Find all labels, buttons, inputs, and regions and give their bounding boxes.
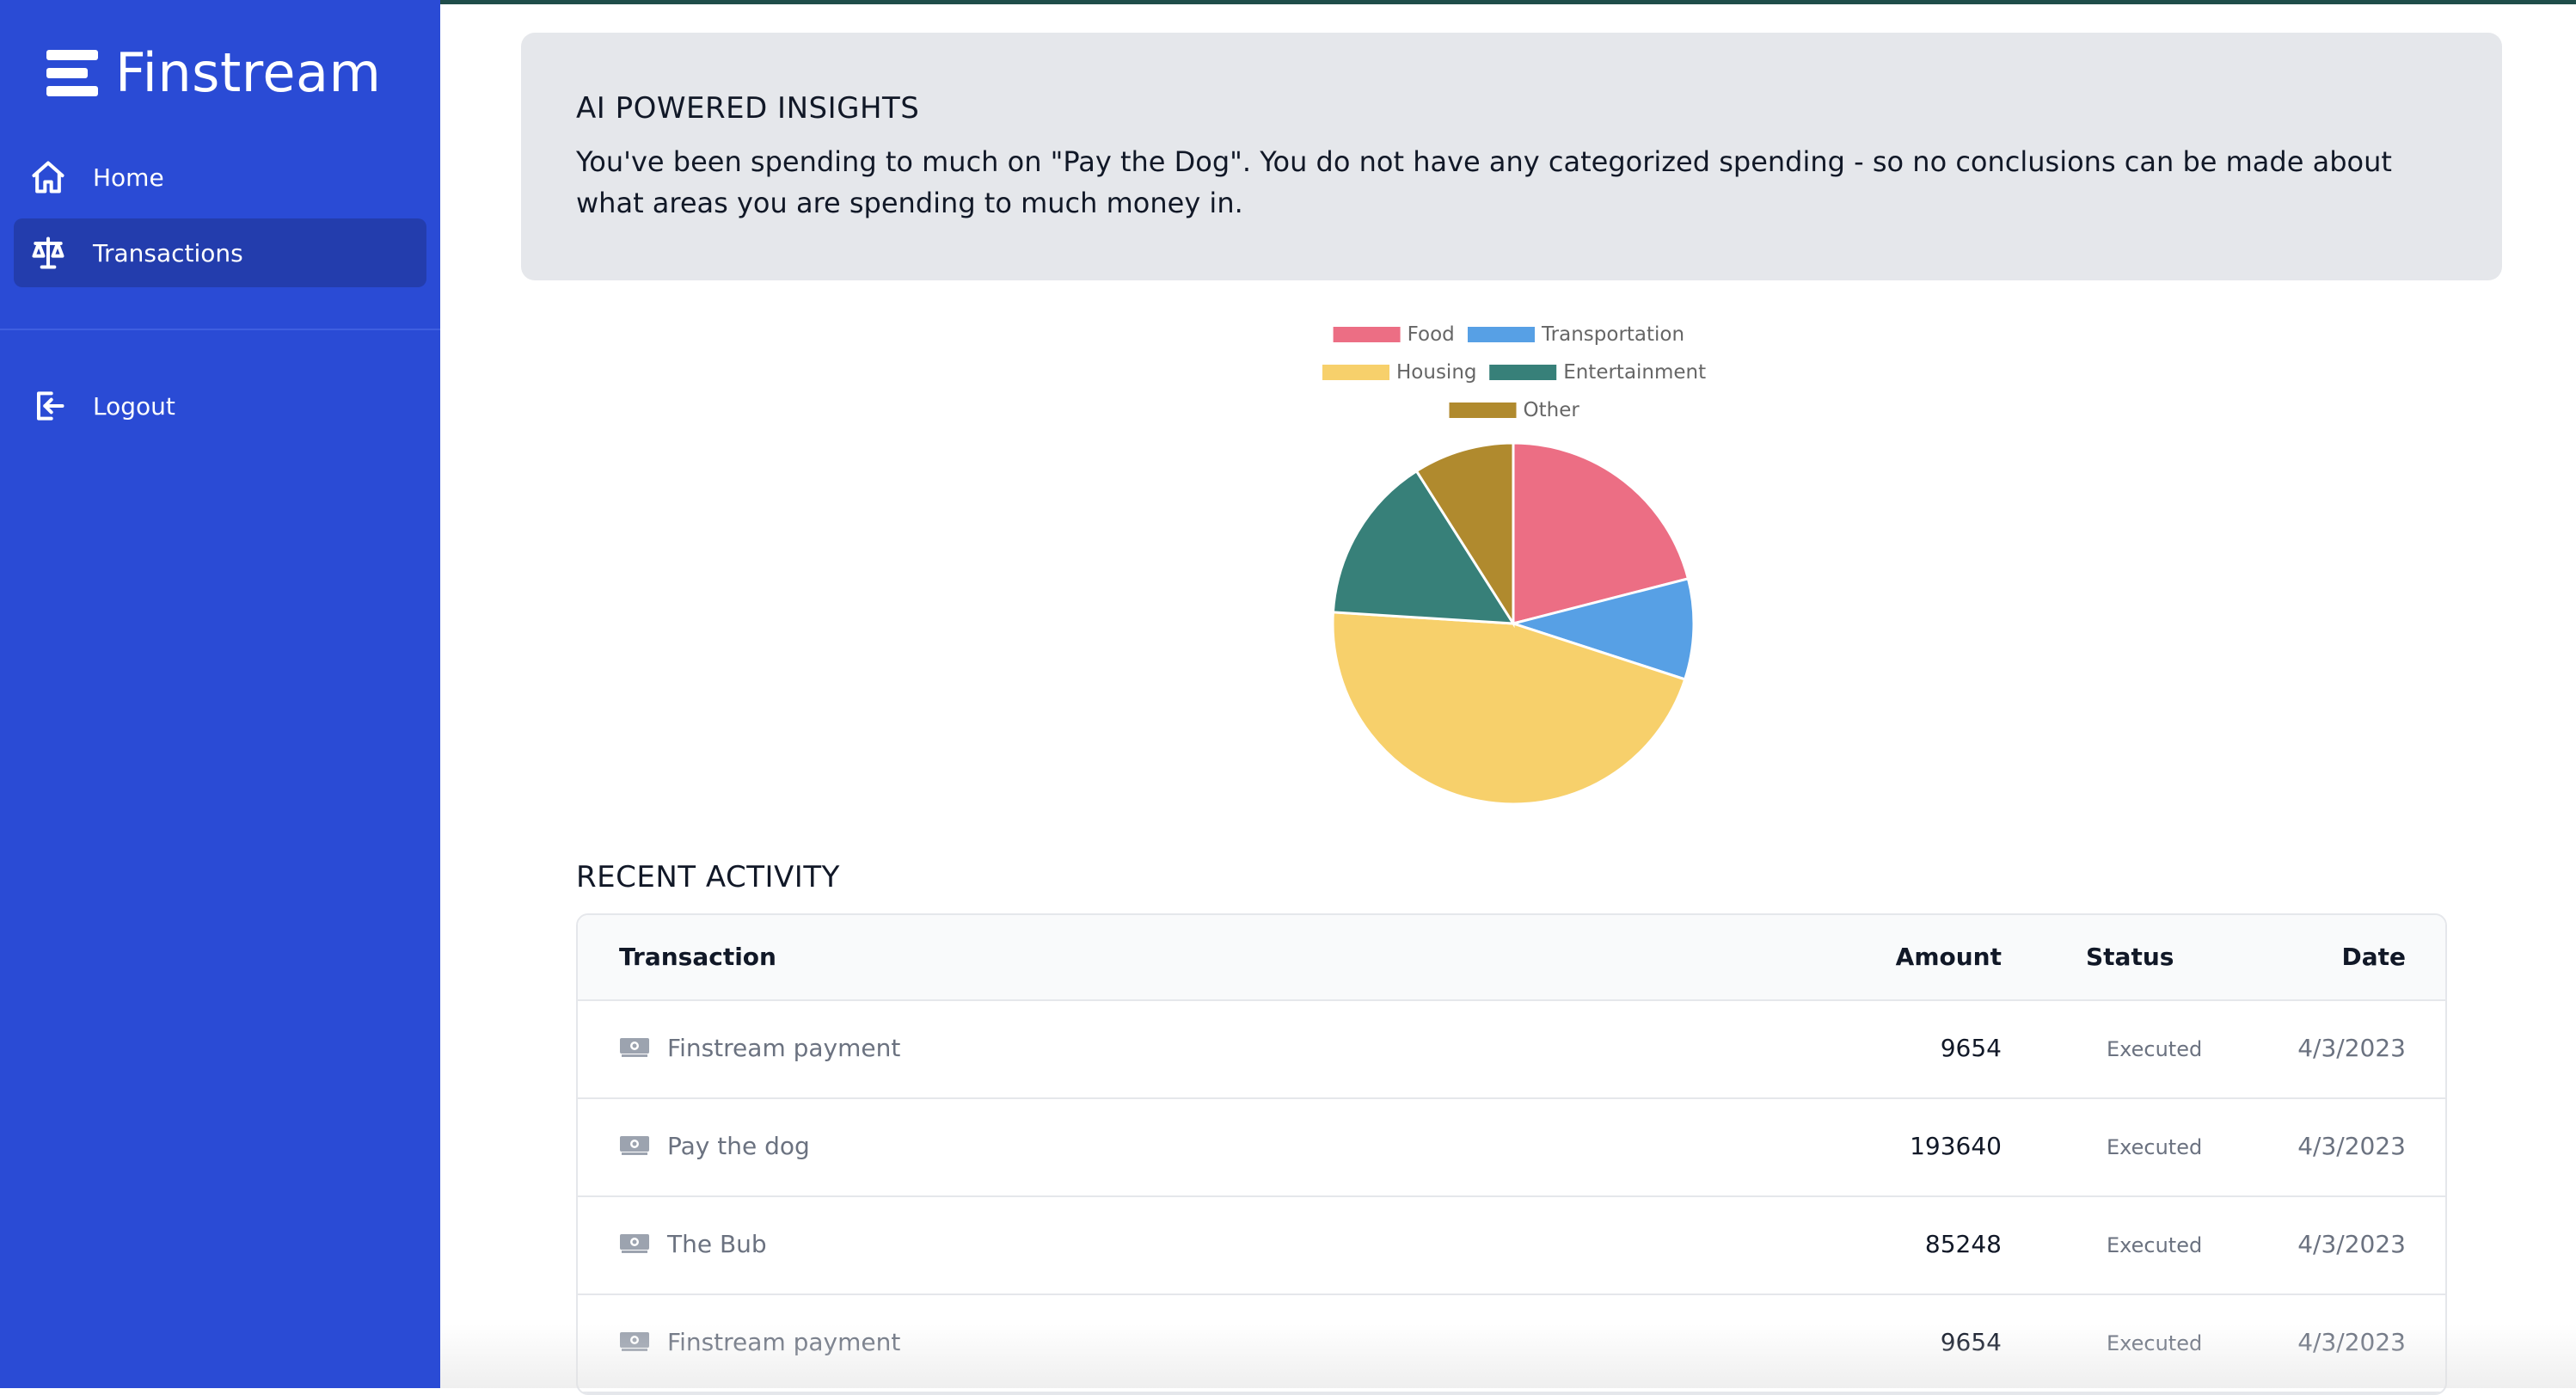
legend-label-transportation[interactable]: Transportation (1541, 323, 1684, 346)
menu-bars-icon (46, 48, 101, 98)
sidebar-item-transactions[interactable]: Transactions (14, 218, 426, 287)
transactions-table: Transaction Amount Status Date Finstream… (576, 913, 2447, 1395)
sidebar-divider (0, 329, 440, 330)
status-badge: Executed (2107, 1331, 2203, 1355)
pie-slice-food[interactable] (1512, 441, 1690, 625)
home-icon (32, 161, 64, 194)
transaction-name: Pay the dog (667, 1132, 810, 1160)
insights-title: AI POWERED INSIGHTS (576, 91, 920, 126)
status-badge: Executed (2107, 1135, 2203, 1159)
column-header-transaction[interactable]: Transaction (619, 943, 776, 971)
banknote-icon (620, 1234, 649, 1253)
table-row[interactable]: Finstream payment 9654 Executed 4/3/2023 (578, 1001, 2445, 1099)
sidebar: Finstream Home Transactions Logout (0, 0, 440, 1388)
legend-swatch-entertainment[interactable] (1489, 365, 1557, 380)
brand-logo[interactable]: Finstream (46, 41, 381, 104)
pie-slice-entertainment[interactable] (1331, 469, 1516, 625)
pie-slice-other[interactable] (1414, 441, 1515, 629)
top-accent-line (0, 0, 2576, 4)
status-badge: Executed (2107, 1037, 2203, 1061)
recent-activity-title: RECENT ACTIVITY (576, 860, 840, 894)
legend-label-housing[interactable]: Housing (1396, 361, 1477, 384)
transaction-date: 4/3/2023 (2297, 1230, 2406, 1258)
legend-swatch-housing[interactable] (1322, 365, 1389, 380)
sidebar-item-logout[interactable]: Logout (14, 372, 426, 440)
pie-slice-transportation[interactable] (1508, 576, 1696, 681)
table-header: Transaction Amount Status Date (578, 915, 2445, 1001)
table-row[interactable]: The Bub 85248 Executed 4/3/2023 (578, 1197, 2445, 1295)
table-row[interactable]: Finstream payment 9654 Executed 4/3/2023 (578, 1295, 2445, 1393)
transaction-amount: 9654 (1940, 1034, 2002, 1062)
spending-pie-chart: Food Transportation Housing Entertainment Ot… (1322, 323, 1706, 806)
transaction-amount: 85248 (1924, 1230, 2002, 1258)
table-row[interactable]: Pay the dog 193640 Executed 4/3/2023 (578, 1099, 2445, 1197)
transaction-name: Finstream payment (667, 1034, 901, 1062)
transaction-name: Finstream payment (667, 1328, 901, 1356)
banknote-icon (620, 1038, 649, 1057)
transaction-amount: 9654 (1940, 1328, 2002, 1356)
status-badge: Executed (2107, 1233, 2203, 1257)
banknote-icon (620, 1136, 649, 1155)
legend-swatch-food[interactable] (1333, 327, 1401, 342)
column-header-date[interactable]: Date (2341, 943, 2406, 971)
ai-insights-card: AI POWERED INSIGHTS You've been spending… (521, 33, 2502, 280)
logout-icon (36, 391, 64, 421)
column-header-status[interactable]: Status (2086, 943, 2174, 971)
transaction-date: 4/3/2023 (2297, 1132, 2406, 1160)
sidebar-item-label: Logout (93, 391, 175, 421)
transaction-date: 4/3/2023 (2297, 1328, 2406, 1356)
transaction-date: 4/3/2023 (2297, 1034, 2406, 1062)
sidebar-item-label: Home (93, 163, 164, 192)
legend-label-food[interactable]: Food (1408, 323, 1455, 346)
app-name: Finstream (115, 41, 382, 104)
insights-text: You've been spending to much on "Pay the… (576, 145, 2392, 219)
transaction-amount: 193640 (1910, 1132, 2002, 1160)
transaction-name: The Bub (667, 1230, 767, 1258)
sidebar-item-label: Transactions (93, 238, 243, 267)
legend-label-other[interactable]: Other (1524, 399, 1580, 421)
banknote-icon (620, 1332, 649, 1351)
legend-swatch-transportation[interactable] (1468, 327, 1535, 342)
scale-icon (32, 237, 64, 269)
legend-swatch-other[interactable] (1449, 403, 1517, 418)
pie-slice-housing[interactable] (1331, 611, 1687, 806)
column-header-amount[interactable]: Amount (1895, 943, 2002, 971)
sidebar-item-home[interactable]: Home (14, 143, 426, 212)
legend-label-entertainment[interactable]: Entertainment (1563, 361, 1706, 384)
